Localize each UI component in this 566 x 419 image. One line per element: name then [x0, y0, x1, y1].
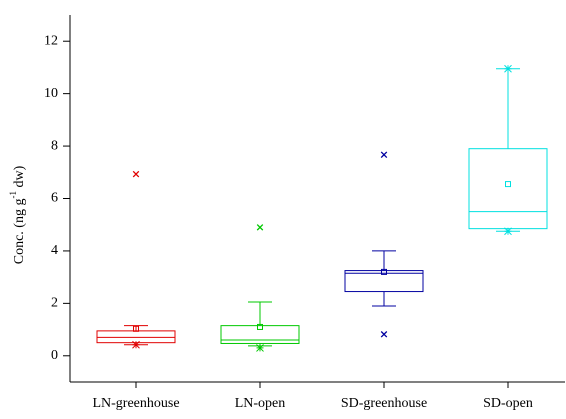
- y-label-part: dw): [12, 165, 27, 191]
- y-tick-label: 4: [51, 243, 58, 258]
- y-tick-label: 6: [51, 191, 58, 206]
- box: [344, 270, 424, 293]
- x-tick-label: LN-open: [235, 396, 286, 411]
- y-label-sup: -1: [8, 191, 18, 199]
- box: [96, 330, 176, 344]
- outlier-marker: [132, 170, 140, 178]
- x-tick-label: LN-greenhouse: [92, 396, 179, 411]
- x-tick-label: SD-greenhouse: [341, 396, 427, 411]
- y-tick-label: 8: [51, 138, 58, 153]
- y-label-part: Conc. (ng g: [12, 199, 27, 265]
- y-tick-label: 10: [44, 86, 58, 101]
- mean-marker: [257, 323, 263, 330]
- outlier-marker: [380, 331, 388, 338]
- y-tick-label: 2: [51, 296, 58, 311]
- outlier-marker: [256, 224, 264, 231]
- mean-marker: [381, 268, 387, 275]
- x-tick-label: SD-open: [483, 396, 533, 411]
- mean-marker: [133, 325, 139, 332]
- y-axis-label: Conc. (ng g-1 dw): [8, 165, 27, 264]
- box: [468, 148, 548, 230]
- extreme-marker: [504, 227, 512, 236]
- extreme-marker: [504, 64, 512, 73]
- extreme-marker: [132, 340, 140, 349]
- extreme-marker: [256, 344, 264, 352]
- mean-marker: [505, 181, 511, 188]
- box: [220, 325, 300, 344]
- y-tick-label: 12: [44, 33, 58, 48]
- y-tick-label: 0: [51, 348, 58, 363]
- outlier-marker: [380, 151, 388, 158]
